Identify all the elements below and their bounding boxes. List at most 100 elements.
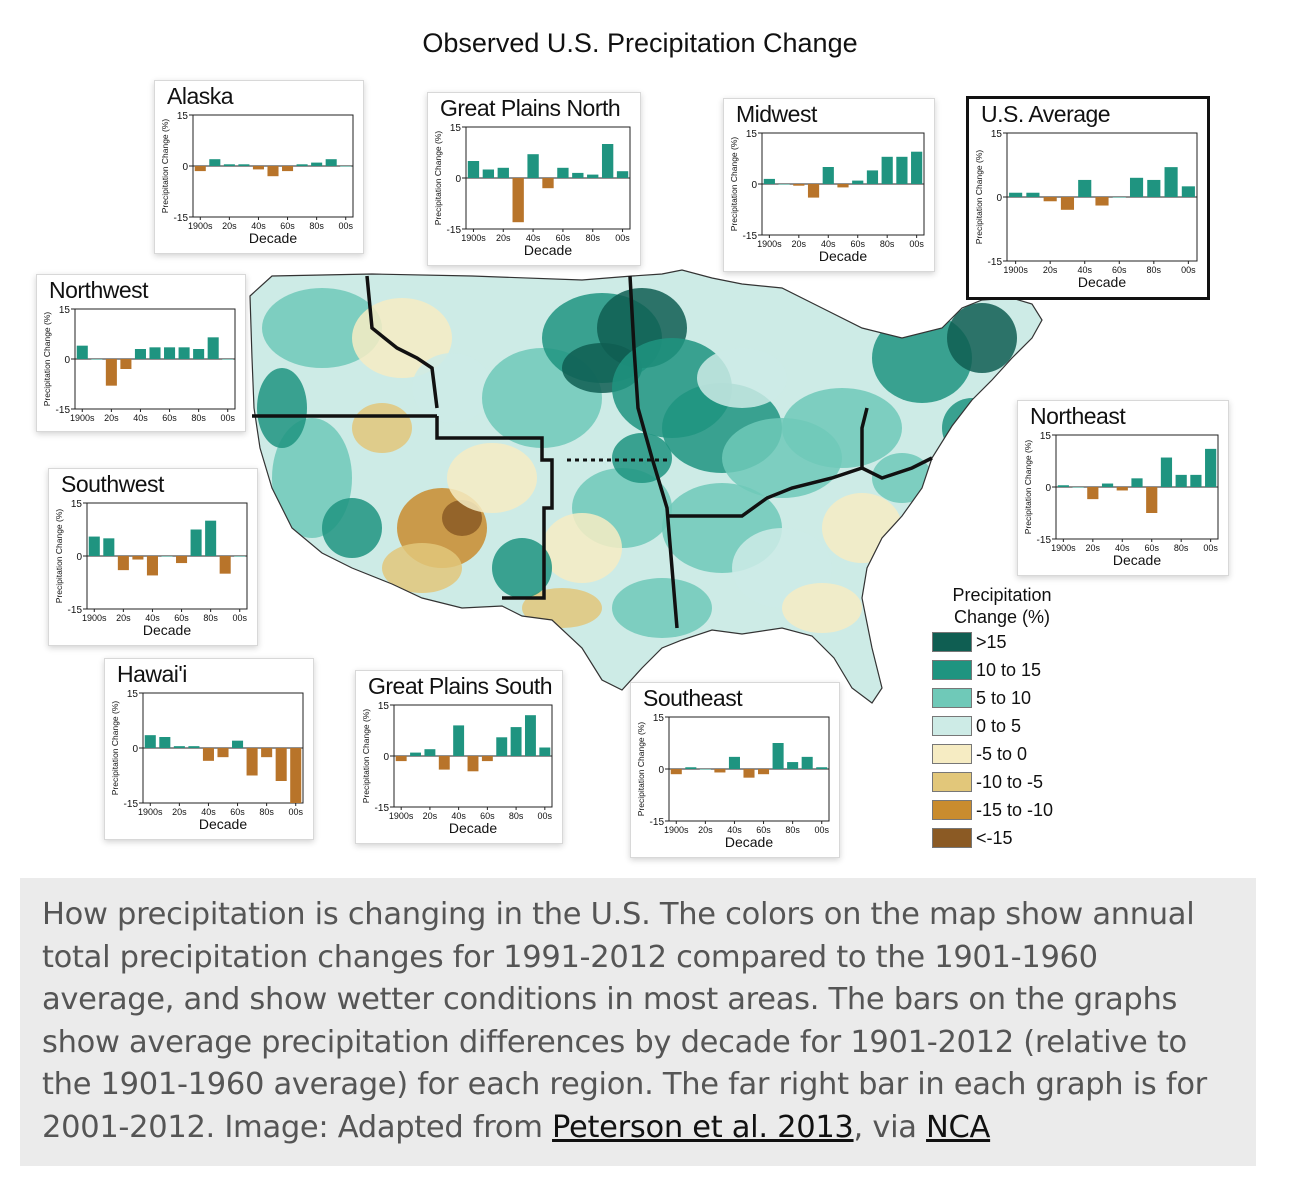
bar — [601, 144, 614, 178]
legend-title: Precipitation Change (%) — [932, 584, 1072, 628]
region-chart: Great Plains South 15 0 -15 Precipitation Ch… — [355, 670, 563, 844]
region-chart-title: Midwest — [736, 101, 817, 127]
bar — [267, 166, 279, 177]
y-axis-label: Precipitation Change (%) — [1023, 440, 1033, 535]
bar-chart: 15 0 -15 Precipitation Change (%) 1900s 20s 40… — [361, 701, 553, 836]
bar — [572, 172, 584, 178]
legend-item: <-15 — [932, 824, 1122, 852]
x-tick-label: 60s — [850, 239, 865, 249]
bar — [88, 536, 100, 556]
x-axis-label: Decade — [1113, 552, 1161, 568]
chart-title: Observed U.S. Precipitation Change — [422, 28, 858, 58]
bar — [539, 747, 551, 756]
bar — [223, 164, 235, 166]
bar — [159, 737, 171, 748]
bar — [1116, 487, 1128, 491]
x-axis-label: Decade — [1078, 274, 1126, 290]
y-tick-label: -15 — [988, 257, 1003, 268]
legend-label: -15 to -10 — [976, 799, 1054, 820]
bar — [557, 167, 569, 178]
us-precipitation-map — [249, 269, 1043, 704]
bar — [217, 748, 229, 758]
y-tick-label: 0 — [132, 744, 138, 755]
bar — [763, 178, 775, 184]
bar — [616, 171, 629, 178]
x-tick-label: 40s — [727, 825, 742, 835]
bar — [1057, 485, 1069, 487]
bar — [1043, 197, 1057, 202]
legend-label: 5 to 10 — [976, 687, 1032, 708]
bar — [524, 715, 536, 756]
x-axis-label: Decade — [449, 820, 497, 836]
bar — [714, 769, 726, 773]
bar — [76, 345, 88, 359]
x-tick-label: 00s — [232, 613, 247, 623]
region-chart: Midwest 15 0 -15 Precipitation Change (%) 190… — [723, 98, 935, 272]
bar — [1112, 197, 1126, 198]
region-chart: Northeast 15 0 -15 Precipitation Change (%) 1… — [1017, 400, 1229, 576]
y-tick-label: 0 — [64, 355, 70, 366]
x-tick-label: 40s — [1077, 265, 1092, 275]
x-tick-label: 00s — [814, 825, 829, 835]
y-axis-label: Precipitation Change (%) — [433, 131, 443, 226]
bar-chart: 15 0 -15 Precipitation Change (%) 1900s 20s 40… — [729, 129, 925, 264]
y-tick-label: -15 — [743, 231, 758, 242]
bar — [275, 748, 287, 781]
legend-item: 0 to 5 — [932, 712, 1122, 740]
bar — [1072, 487, 1084, 488]
bar — [134, 349, 146, 359]
region-chart: Southwest 15 0 -15 Precipitation Change (%) 1… — [48, 468, 258, 646]
x-tick-label: 40s — [133, 413, 148, 423]
bar-chart: 15 0 -15 Precipitation Change (%) 1900s 20s 40… — [433, 123, 631, 258]
bar — [1101, 483, 1114, 487]
x-tick-label: 20s — [222, 221, 237, 231]
x-axis-label: Decade — [199, 816, 247, 832]
y-tick-label: -15 — [1037, 535, 1052, 546]
legend-label: -5 to 0 — [976, 743, 1028, 764]
bar — [1129, 177, 1144, 197]
bar — [120, 359, 132, 369]
y-tick-label: -15 — [174, 213, 189, 224]
x-axis-label: Decade — [249, 230, 297, 246]
x-tick-label: 80s — [1147, 265, 1162, 275]
peterson-link[interactable]: Peterson et al. 2013 — [552, 1109, 854, 1145]
x-tick-label: 20s — [1086, 543, 1101, 553]
bar-chart: 15 0 -15 Precipitation Change (%) 1900s 20s 40… — [42, 305, 236, 423]
x-tick-label: 80s — [509, 811, 524, 821]
x-tick-label: 40s — [1115, 543, 1130, 553]
legend-label: 10 to 15 — [976, 659, 1042, 680]
bar — [202, 748, 214, 761]
legend-item: -5 to 0 — [932, 740, 1122, 768]
bar — [801, 756, 813, 769]
y-tick-label: 15 — [746, 129, 758, 140]
bar — [176, 556, 188, 564]
region-boundary — [628, 275, 679, 629]
legend-swatch — [932, 716, 972, 736]
x-tick-label: 1900s — [461, 233, 486, 243]
x-tick-label: 60s — [162, 413, 177, 423]
region-chart: Great Plains North 15 0 -15 Precipitation Ch… — [427, 92, 641, 266]
bar — [424, 749, 436, 756]
y-tick-label: 0 — [751, 180, 757, 191]
bar — [542, 178, 554, 189]
x-tick-label: 20s — [1043, 265, 1058, 275]
bar — [395, 756, 407, 762]
bar — [207, 337, 219, 359]
y-tick-label: 15 — [71, 499, 83, 510]
x-tick-label: 1900s — [389, 811, 414, 821]
bar — [453, 725, 465, 756]
x-tick-label: 1900s — [664, 825, 689, 835]
x-tick-label: 1900s — [82, 613, 107, 623]
bar — [209, 159, 221, 166]
bar — [1026, 192, 1040, 197]
nca-link[interactable]: NCA — [926, 1109, 991, 1145]
bar — [527, 154, 539, 178]
x-tick-label: 1900s — [1051, 543, 1076, 553]
bar — [881, 156, 893, 184]
bar — [1087, 487, 1099, 500]
bar — [787, 762, 799, 769]
region-chart-title: Great Plains North — [440, 95, 621, 121]
region-chart: Southeast 15 0 -15 Precipitation Change (%) 1… — [630, 682, 840, 858]
bar — [482, 169, 495, 178]
x-tick-label: 40s — [451, 811, 466, 821]
